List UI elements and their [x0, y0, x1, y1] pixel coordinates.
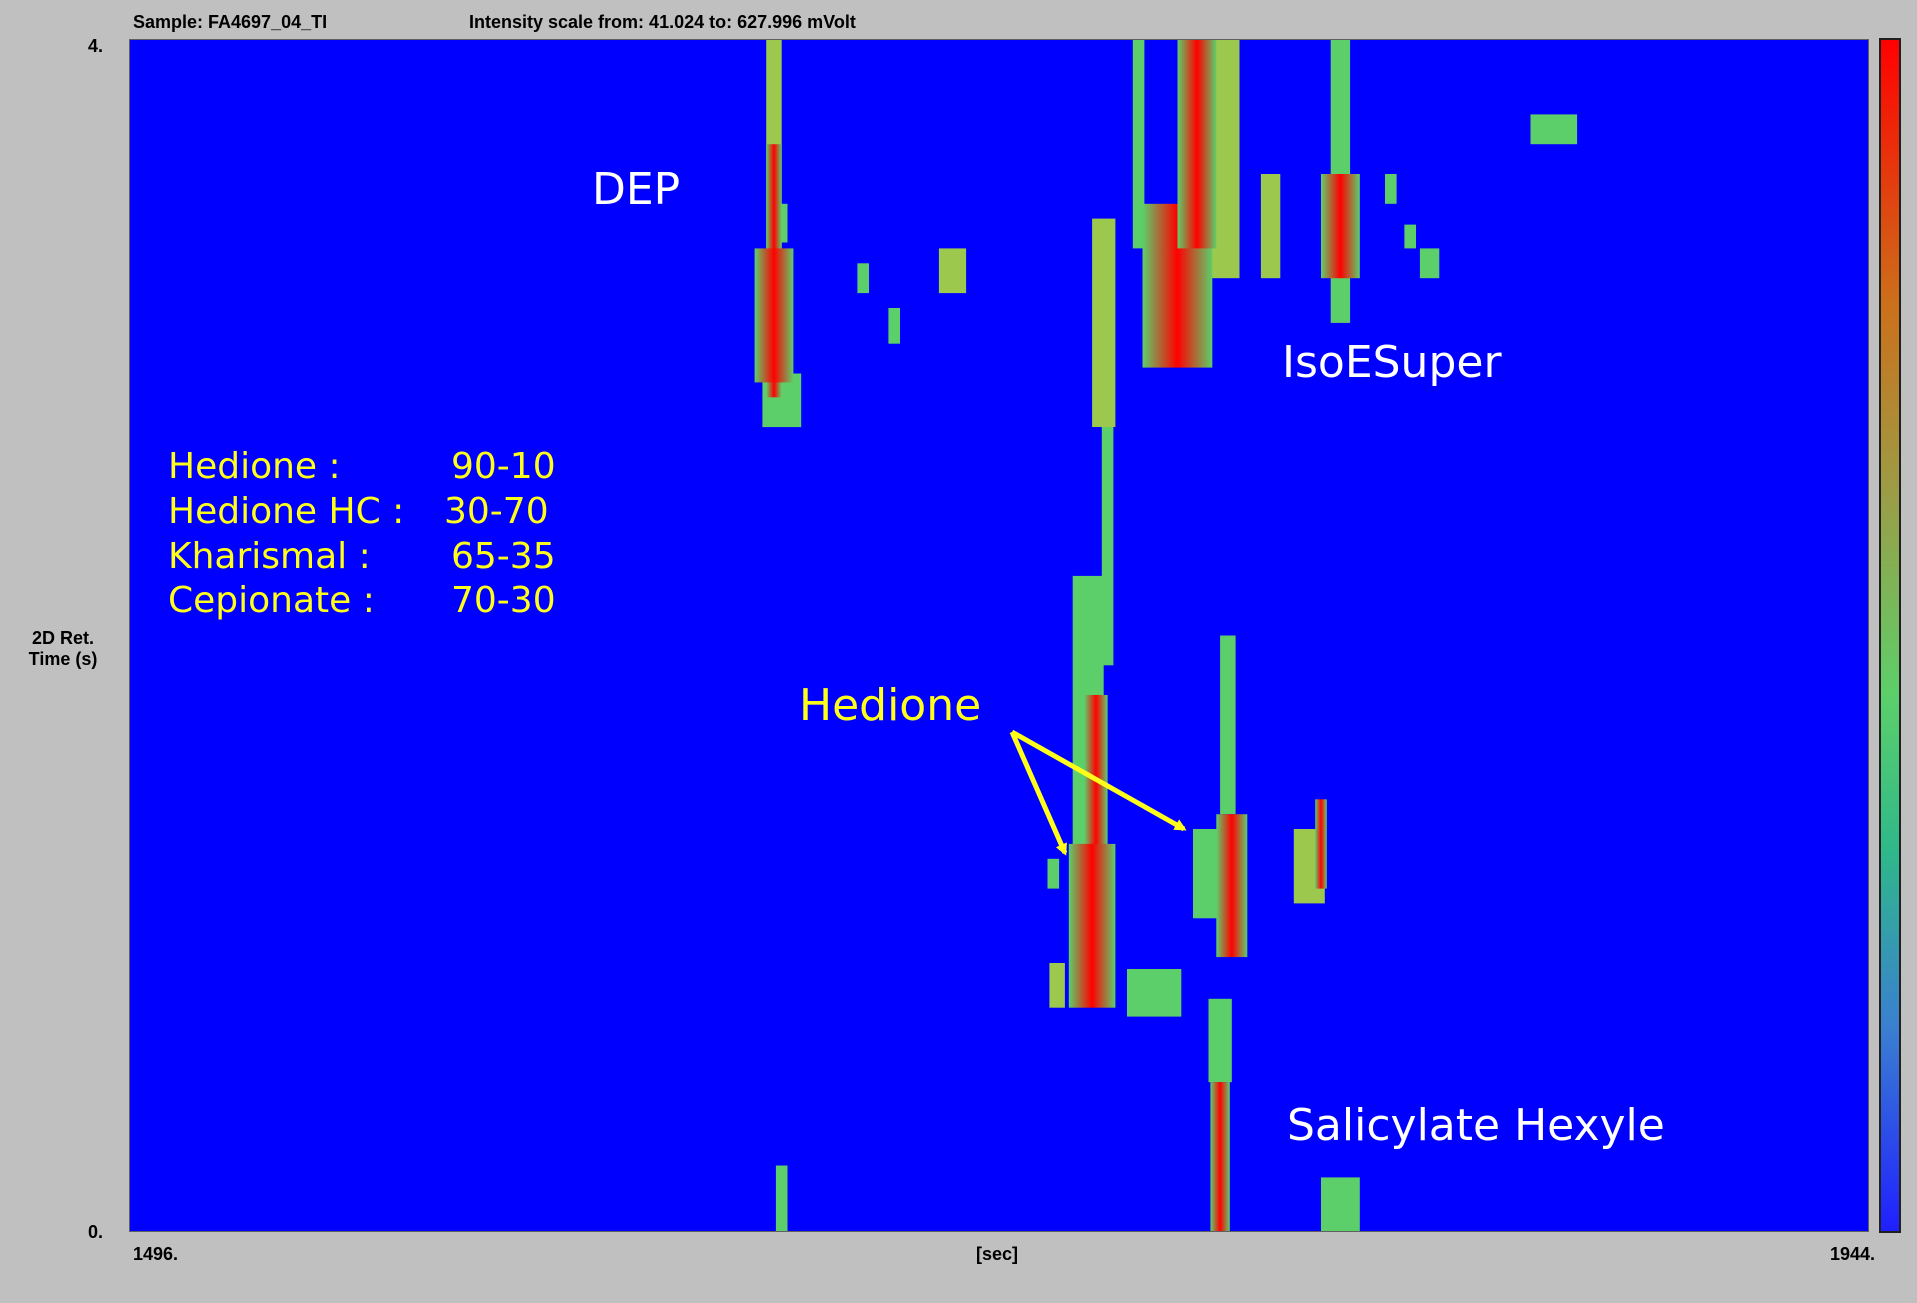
heatmap-peak-25	[1210, 1082, 1230, 1231]
heatmap-svg	[754, 40, 1578, 1231]
heatmap-peak-26	[1208, 998, 1232, 1083]
legend-value: 90-10	[451, 446, 556, 487]
x-tick-max: 1944.	[1830, 1244, 1876, 1264]
heatmap-peak-14	[1049, 963, 1065, 1008]
legend-row-cepionate: Cepionate : 70-30	[168, 580, 556, 621]
heatmap-peak-6	[857, 263, 869, 294]
heatmap-peak-31	[1321, 1177, 1360, 1231]
heatmap-peak-7	[888, 308, 900, 344]
legend-name: Kharismal :	[168, 536, 371, 577]
heatmap-peak-12	[1092, 218, 1116, 427]
x-tick-min: 1496.	[133, 1244, 179, 1264]
x-axis-label: [sec]	[976, 1244, 1019, 1264]
hedione-arrow-left	[1009, 730, 1068, 856]
intensity-colorbar	[1879, 38, 1901, 1233]
legend-name: Cepionate :	[168, 580, 375, 621]
heatmap-peaks	[754, 40, 1578, 1231]
heatmap-peak-23	[1216, 814, 1248, 958]
heatmap-peak-30	[1321, 174, 1360, 279]
dep-label: DEP	[592, 164, 681, 215]
legend-name: Hedione :	[168, 446, 341, 487]
y-axis-label-line1: 2D Ret.	[31, 628, 94, 648]
heatmap-peak-2	[754, 248, 794, 383]
heatmap-peak-8	[938, 248, 967, 294]
sample-label: Sample: FA4697_04_TI	[133, 12, 328, 32]
heatmap-peak-18	[1132, 40, 1145, 249]
legend-value: 30-70	[444, 491, 549, 532]
y-tick-max: 4.	[88, 36, 104, 56]
hedione-arrows	[1009, 729, 1187, 856]
heatmap-peak-34	[1419, 248, 1440, 279]
heatmap-peak-28	[1315, 799, 1327, 889]
hedione-arrow-right	[1010, 729, 1187, 832]
heatmap-peak-13	[1101, 397, 1114, 666]
heatmap-peak-5	[775, 1165, 788, 1231]
heatmap-peak-19	[1177, 40, 1217, 249]
heatmap-peak-15	[1047, 858, 1060, 889]
heatmap-peak-24	[1220, 635, 1236, 815]
heatmap-peak-16	[1127, 969, 1182, 1017]
hedione-label: Hedione	[799, 680, 982, 731]
y-tick-min: 0.	[88, 1222, 104, 1242]
heatmap-peak-32	[1385, 174, 1397, 204]
legend-value: 65-35	[451, 536, 556, 577]
y-axis-label: 2D Ret. Time (s)	[18, 628, 108, 670]
heatmap-peak-10	[1068, 843, 1116, 1008]
heatmap-peak-33	[1404, 224, 1416, 249]
isoesuper-label: IsoESuper	[1282, 337, 1502, 388]
legend-name: Hedione HC :	[168, 491, 405, 532]
heatmap-peak-35	[1530, 114, 1578, 145]
legend-row-kharismal: Kharismal : 65-35	[168, 536, 556, 577]
legend-row-hedione: Hedione : 90-10	[168, 446, 556, 487]
intensity-scale-label: Intensity scale from: 41.024 to: 627.996…	[469, 12, 856, 32]
heatmap-plot-area: DEP IsoESuper Salicylate Hexyle Hedione …	[129, 39, 1869, 1232]
heatmap-peak-21	[1260, 174, 1281, 279]
legend-value: 70-30	[451, 580, 556, 621]
y-axis-label-line2: Time (s)	[28, 649, 98, 669]
legend-row-hedione-hc: Hedione HC : 30-70	[168, 491, 549, 532]
salicylate-hexyle-label: Salicylate Hexyle	[1287, 1100, 1665, 1151]
